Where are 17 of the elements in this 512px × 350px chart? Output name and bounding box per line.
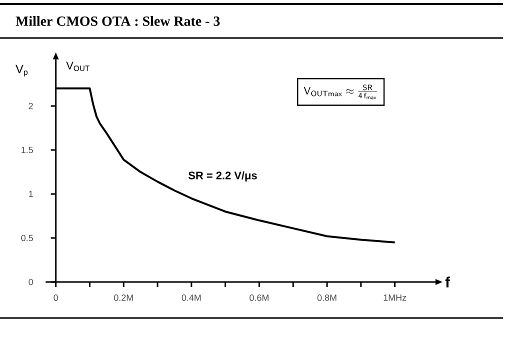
y-tick-label: 2 [28,102,33,110]
x-axis-title: f [445,276,450,288]
x-tick-label: 1MHz [384,294,406,301]
y-tick-label: 0.5 [21,234,33,242]
annotation: $\mathsf{V_{OUTmax}} \approx \frac{\mathsf{SR}}{\mathsf{4\,f_{max}}}$ [304,84,377,100]
x-tick-label: 0 [54,294,58,301]
annotation: V$_{OUT}$ [66,62,90,72]
x-tick-label: 0.4M [182,294,201,301]
y-axis-title: V$_{p}$ [16,64,28,77]
chart-title: Miller CMOS OTA : Slew Rate - 3 [16,16,220,26]
y-tick-label: 0 [28,278,33,286]
annotation: SR = 2.2 V/μs [188,171,257,182]
y-tick-label: 1 [29,190,33,198]
x-tick-label: 0.8M [317,294,336,301]
x-tick-label: 0.6M [250,294,268,301]
x-tick-label: 0.2M [114,294,133,301]
y-tick-label: 1.5 [22,146,33,154]
